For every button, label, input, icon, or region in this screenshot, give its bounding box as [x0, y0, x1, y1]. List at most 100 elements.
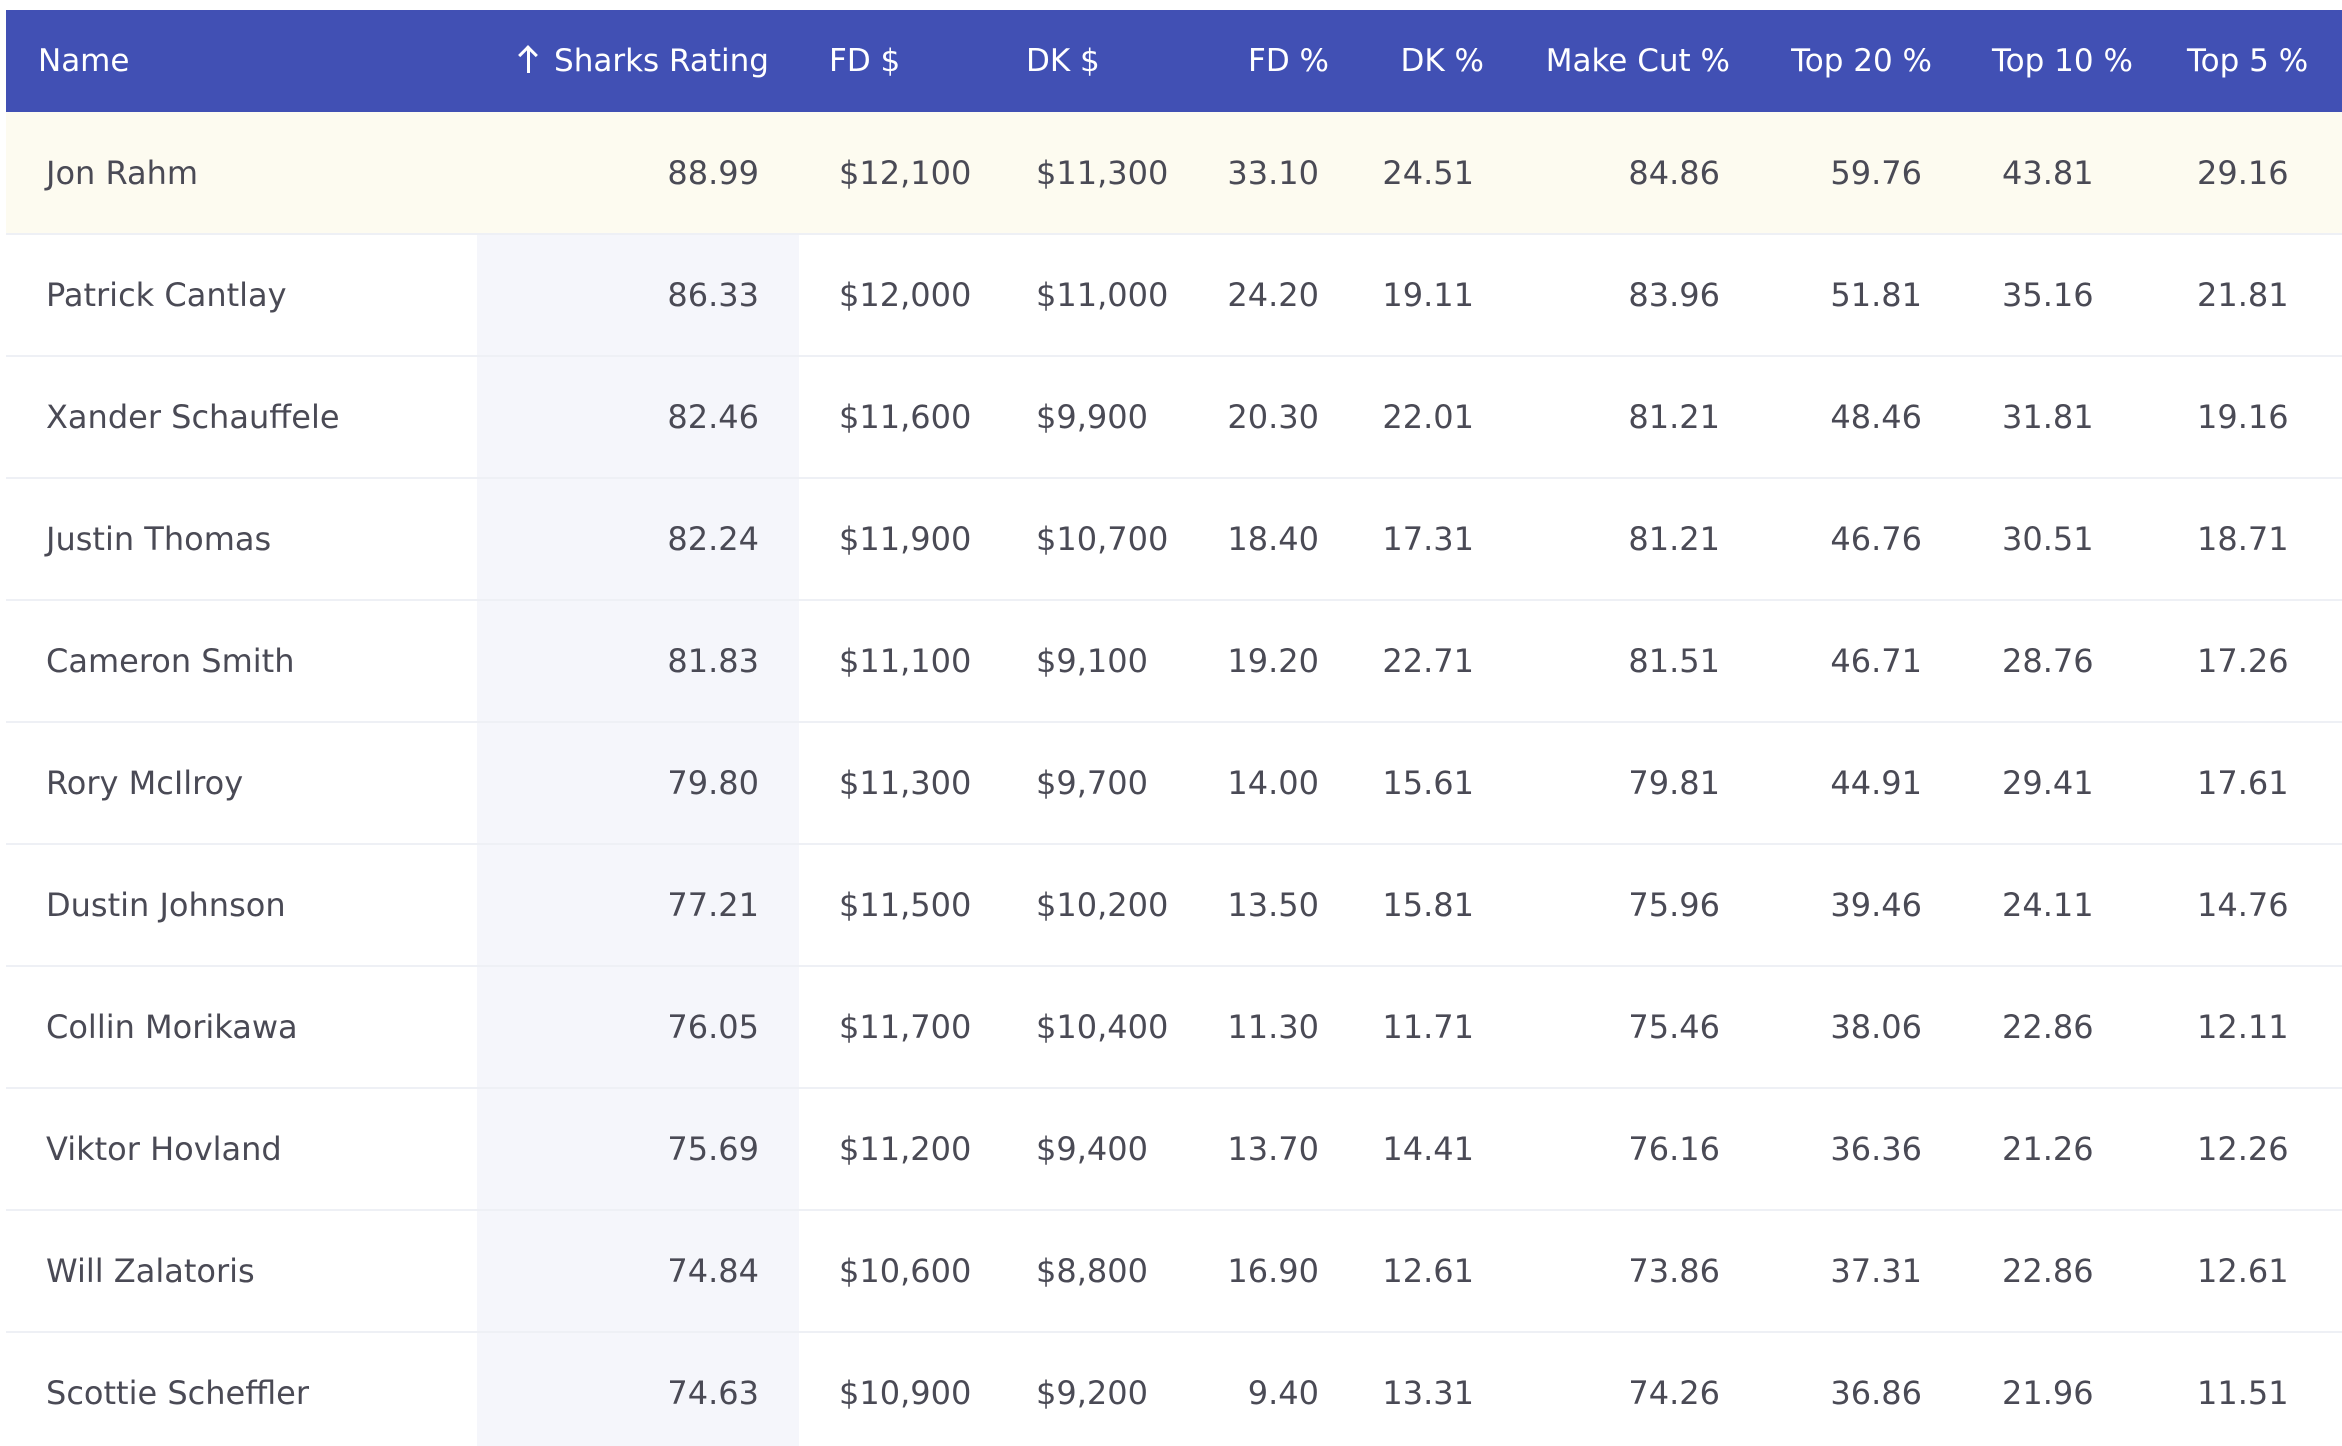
cell-make-cut: 84.86 [1628, 153, 1720, 192]
table-row[interactable]: Patrick Cantlay 86.33 $12,000 $11,000 24… [6, 234, 2342, 356]
cell-fd-salary: $12,000 [839, 276, 972, 314]
cell-top5: 11.51 [2197, 1374, 2289, 1412]
table-row[interactable]: Jon Rahm 88.99 $12,100 $11,300 33.10 24.… [6, 112, 2342, 234]
cell-make-cut: 79.81 [1628, 764, 1720, 802]
cell-top20: 36.86 [1830, 1374, 1922, 1412]
cell-top10: 29.41 [2002, 764, 2094, 802]
column-header-make-cut[interactable]: Make Cut % [1545, 43, 1730, 79]
cell-dk-pct: 12.61 [1382, 1252, 1474, 1290]
cell-fd-pct: 14.00 [1227, 764, 1319, 802]
cell-sharks-rating: 81.83 [477, 600, 799, 722]
cell-name: Jon Rahm [46, 153, 199, 192]
table-row[interactable]: Dustin Johnson 77.21 $11,500 $10,200 13.… [6, 844, 2342, 966]
cell-dk-salary: $10,400 [1036, 1008, 1169, 1046]
table-header: Name Sharks Rating FD $ DK $ FD % DK % M… [6, 10, 2342, 112]
cell-top5: 12.26 [2197, 1130, 2289, 1168]
cell-name: Patrick Cantlay [46, 276, 287, 314]
table-row[interactable]: Viktor Hovland 75.69 $11,200 $9,400 13.7… [6, 1088, 2342, 1210]
cell-top20: 44.91 [1830, 764, 1922, 802]
cell-fd-salary: $10,600 [839, 1252, 972, 1290]
cell-fd-salary: $11,500 [839, 886, 972, 924]
cell-fd-pct: 11.30 [1227, 1008, 1319, 1046]
cell-dk-pct: 19.11 [1382, 276, 1474, 314]
cell-name: Viktor Hovland [46, 1130, 282, 1168]
cell-sharks-rating: 74.63 [477, 1332, 799, 1446]
cell-top10: 43.81 [2002, 153, 2094, 192]
column-header-top5[interactable]: Top 5 % [2187, 43, 2309, 79]
cell-top20: 38.06 [1830, 1008, 1922, 1046]
cell-dk-pct: 13.31 [1382, 1374, 1474, 1412]
cell-dk-salary: $9,200 [1036, 1374, 1148, 1412]
table-row[interactable]: Will Zalatoris 74.84 $10,600 $8,800 16.9… [6, 1210, 2342, 1332]
table-row[interactable]: Cameron Smith 81.83 $11,100 $9,100 19.20… [6, 600, 2342, 722]
cell-sharks-rating: 76.05 [477, 966, 799, 1088]
cell-name: Dustin Johnson [46, 886, 286, 924]
cell-top10: 24.11 [2002, 886, 2094, 924]
column-header-fd-pct[interactable]: FD % [1247, 43, 1329, 79]
cell-top10: 22.86 [2002, 1008, 2094, 1046]
cell-dk-pct: 17.31 [1382, 520, 1474, 558]
cell-top20: 39.46 [1830, 886, 1922, 924]
cell-make-cut: 81.21 [1628, 398, 1720, 436]
cell-dk-pct: 15.61 [1382, 764, 1474, 802]
cell-name: Justin Thomas [46, 520, 272, 558]
column-header-dk-pct[interactable]: DK % [1400, 43, 1484, 79]
cell-fd-salary: $11,700 [839, 1008, 972, 1046]
cell-fd-pct: 24.20 [1227, 276, 1319, 314]
table-body: Jon Rahm 88.99 $12,100 $11,300 33.10 24.… [6, 112, 2342, 1446]
cell-dk-pct: 22.71 [1382, 642, 1474, 680]
cell-sharks-rating: 75.69 [477, 1088, 799, 1210]
cell-top5: 29.16 [2197, 153, 2289, 192]
cell-top5: 19.16 [2197, 398, 2289, 436]
cell-name: Collin Morikawa [46, 1008, 298, 1046]
cell-fd-salary: $11,100 [839, 642, 972, 680]
cell-top20: 36.36 [1830, 1130, 1922, 1168]
column-header-top10[interactable]: Top 10 % [1992, 43, 2133, 79]
table-row[interactable]: Xander Schauffele 82.46 $11,600 $9,900 2… [6, 356, 2342, 478]
cell-fd-salary: $10,900 [839, 1374, 972, 1412]
cell-fd-pct: 16.90 [1227, 1252, 1319, 1290]
column-header-dk-salary[interactable]: DK $ [1026, 43, 1100, 79]
cell-make-cut: 83.96 [1628, 276, 1720, 314]
cell-dk-salary: $10,200 [1036, 886, 1169, 924]
table-row[interactable]: Justin Thomas 82.24 $11,900 $10,700 18.4… [6, 478, 2342, 600]
column-header-sharks-rating-label: Sharks Rating [554, 43, 769, 79]
cell-dk-pct: 14.41 [1382, 1130, 1474, 1168]
cell-dk-salary: $11,000 [1036, 276, 1169, 314]
cell-make-cut: 75.46 [1628, 1008, 1720, 1046]
cell-dk-pct: 15.81 [1382, 886, 1474, 924]
cell-fd-pct: 20.30 [1227, 398, 1319, 436]
cell-sharks-rating: 82.24 [477, 478, 799, 600]
cell-name: Cameron Smith [46, 642, 295, 680]
column-header-top20[interactable]: Top 20 % [1791, 43, 1932, 79]
table-row[interactable]: Collin Morikawa 76.05 $11,700 $10,400 11… [6, 966, 2342, 1088]
cell-make-cut: 75.96 [1628, 886, 1720, 924]
sort-ascending-arrow-icon [518, 44, 538, 74]
cell-fd-salary: $11,900 [839, 520, 972, 558]
cell-fd-salary: $11,200 [839, 1130, 972, 1168]
cell-make-cut: 73.86 [1628, 1252, 1720, 1290]
cell-top10: 22.86 [2002, 1252, 2094, 1290]
cell-top5: 21.81 [2197, 276, 2289, 314]
column-header-fd-salary[interactable]: FD $ [829, 43, 901, 79]
cell-fd-pct: 13.50 [1227, 886, 1319, 924]
cell-top10: 28.76 [2002, 642, 2094, 680]
table-row[interactable]: Rory McIlroy 79.80 $11,300 $9,700 14.00 … [6, 722, 2342, 844]
cell-make-cut: 74.26 [1628, 1374, 1720, 1412]
column-header-name[interactable]: Name [38, 43, 130, 79]
cell-dk-salary: $8,800 [1036, 1252, 1148, 1290]
cell-top5: 18.71 [2197, 520, 2289, 558]
cell-top10: 21.96 [2002, 1374, 2094, 1412]
cell-sharks-rating: 79.80 [477, 722, 799, 844]
cell-fd-salary: $12,100 [839, 153, 972, 192]
cell-make-cut: 81.21 [1628, 520, 1720, 558]
column-header-sharks-rating[interactable]: Sharks Rating [477, 10, 799, 112]
cell-fd-salary: $11,300 [839, 764, 972, 802]
cell-top10: 31.81 [2002, 398, 2094, 436]
cell-fd-pct: 18.40 [1227, 520, 1319, 558]
cell-dk-salary: $9,400 [1036, 1130, 1148, 1168]
cell-fd-pct: 9.40 [1247, 1374, 1319, 1412]
table-row[interactable]: Scottie Scheffler 74.63 $10,900 $9,200 9… [6, 1332, 2342, 1446]
cell-top20: 48.46 [1830, 398, 1922, 436]
cell-fd-pct: 19.20 [1227, 642, 1319, 680]
